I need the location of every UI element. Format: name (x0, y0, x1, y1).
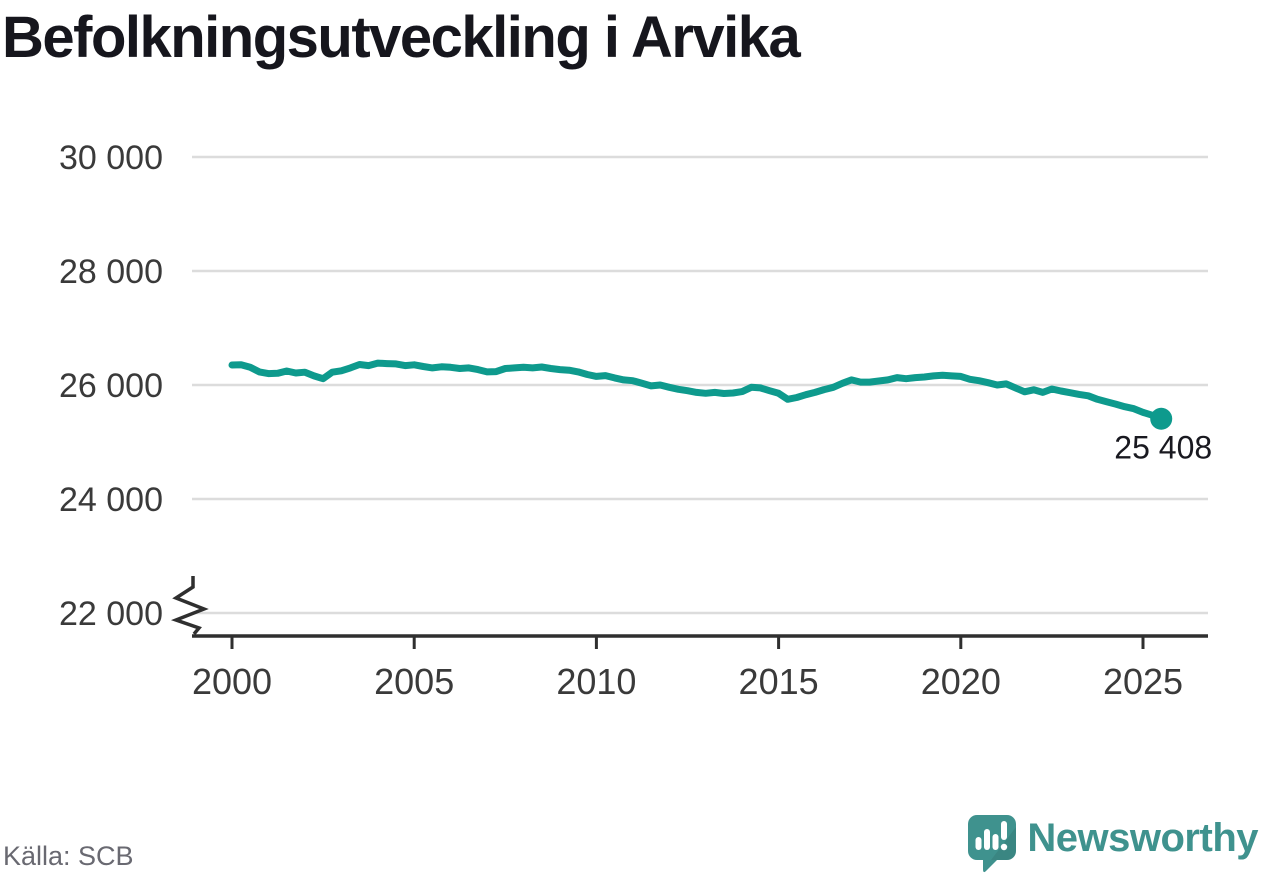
newsworthy-wordmark: Newsworthy (1027, 816, 1258, 860)
population-line (228, 359, 1165, 423)
source-label: Källa: SCB (3, 841, 134, 871)
page-title: Befolkningsutveckling i Arvika (2, 5, 801, 70)
x-tick-label: 2005 (374, 661, 454, 702)
x-tick-label: 2025 (1103, 661, 1183, 702)
axis-break-icon (170, 576, 209, 636)
end-value-label: 25 408 (1114, 430, 1212, 466)
end-point-dot (1150, 407, 1173, 430)
y-tick-label: 22 000 (59, 595, 163, 633)
x-tick-label: 2010 (556, 661, 636, 702)
newsworthy-logo: Newsworthy (967, 813, 1258, 873)
x-tick-label: 2000 (192, 661, 272, 702)
newsworthy-logo-icon (968, 815, 1017, 873)
y-tick-label: 26 000 (59, 367, 163, 405)
x-tick-label: 2015 (739, 661, 819, 702)
x-tick-label: 2020 (921, 661, 1001, 702)
y-tick-label: 30 000 (59, 139, 163, 177)
y-tick-label: 24 000 (59, 481, 163, 519)
y-tick-label: 28 000 (59, 253, 163, 291)
